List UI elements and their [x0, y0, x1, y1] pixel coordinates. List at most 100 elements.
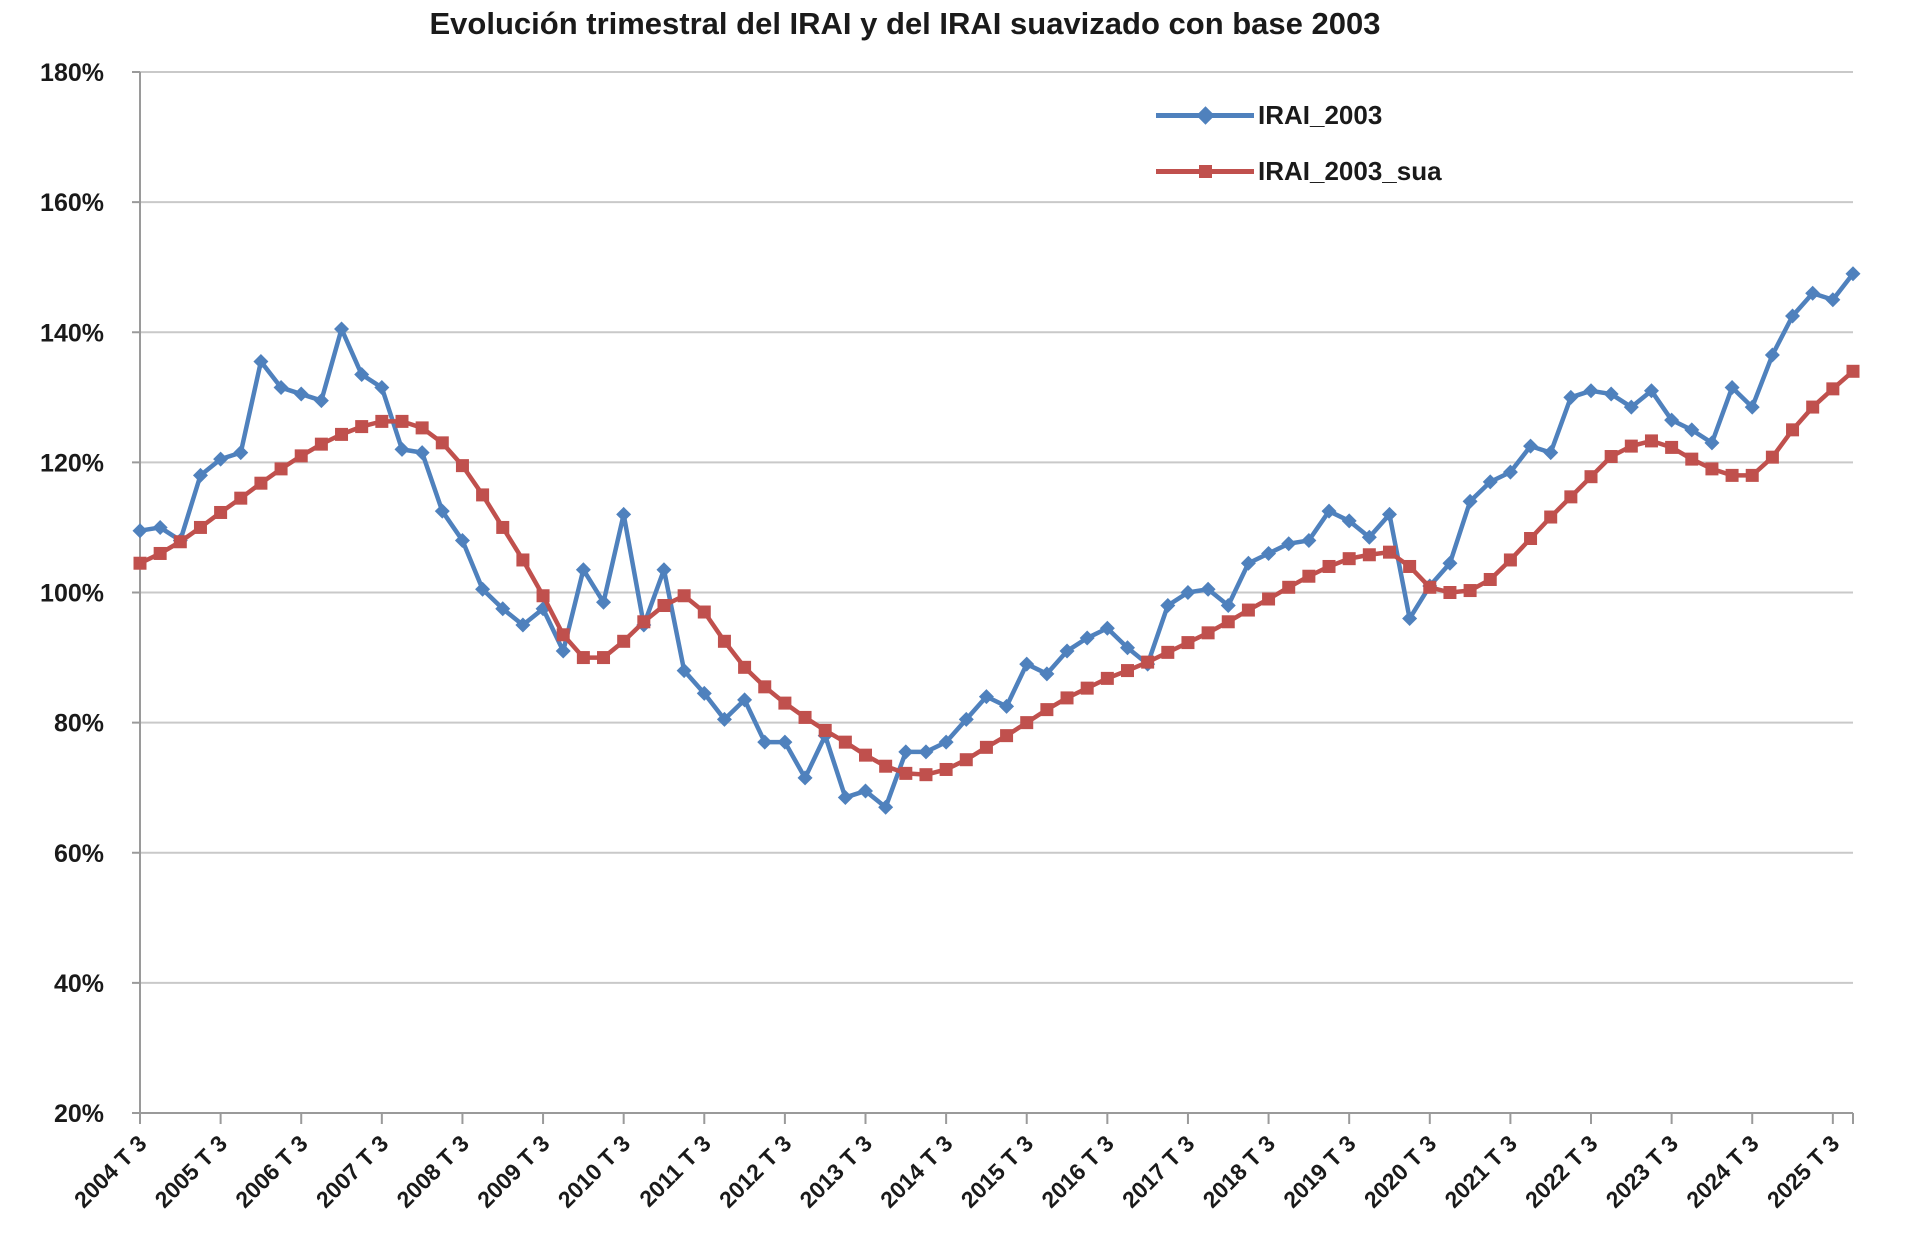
data-point-marker	[616, 506, 632, 522]
x-axis-label: 2015 T 3	[956, 1130, 1039, 1213]
data-point-marker	[313, 393, 329, 409]
data-point-marker	[1603, 386, 1619, 402]
data-point-marker	[434, 503, 450, 519]
data-point-marker	[1402, 611, 1418, 627]
data-point-marker	[132, 523, 148, 539]
y-axis-label: 60%	[54, 840, 104, 868]
data-point-marker	[778, 696, 792, 710]
data-point-marker	[1543, 445, 1559, 461]
data-point-marker	[1301, 532, 1317, 548]
data-point-marker	[1544, 510, 1558, 524]
data-point-marker	[555, 643, 571, 659]
data-point-marker	[1462, 493, 1478, 509]
data-point-marker	[859, 748, 873, 762]
legend-label-irai-2003: IRAI_2003	[1258, 99, 1383, 130]
data-point-marker	[657, 599, 671, 613]
y-axis-label: 180%	[40, 59, 104, 87]
data-point-marker	[797, 770, 813, 786]
data-point-marker	[737, 692, 753, 708]
data-point-marker	[656, 562, 672, 578]
data-point-marker	[1564, 490, 1578, 504]
data-point-marker	[414, 445, 430, 461]
x-axis-label: 2021 T 3	[1439, 1130, 1522, 1213]
data-point-marker	[496, 520, 510, 534]
data-point-marker	[1502, 464, 1518, 480]
data-point-marker	[798, 710, 812, 724]
data-point-marker	[1059, 643, 1075, 659]
data-point-marker	[757, 734, 773, 750]
data-point-marker	[516, 553, 530, 567]
x-axis-label: 2016 T 3	[1036, 1130, 1119, 1213]
data-point-marker	[1180, 585, 1196, 600]
data-point-marker	[617, 634, 631, 648]
x-axis-label: 2014 T 3	[875, 1130, 958, 1213]
data-point-marker	[1262, 592, 1276, 606]
data-point-marker	[1624, 439, 1638, 453]
y-gridlines: 20% 40% 60% 80% 100% 120% 140% 160% 180%	[40, 59, 1853, 1128]
data-point-marker	[717, 634, 731, 648]
data-point-marker	[1119, 640, 1135, 656]
data-point-marker	[1745, 468, 1759, 482]
x-axis-label: 2012 T 3	[714, 1130, 797, 1213]
data-point-marker	[1220, 598, 1236, 614]
data-point-marker	[576, 651, 590, 665]
data-point-marker	[1241, 603, 1255, 617]
data-point-marker	[1724, 380, 1740, 396]
legend-sample	[1156, 154, 1254, 188]
data-point-marker	[1643, 383, 1659, 399]
x-axis-label: 2010 T 3	[553, 1130, 636, 1213]
data-point-marker	[1221, 615, 1235, 629]
data-point-marker	[435, 436, 449, 450]
data-point-marker	[475, 581, 491, 597]
data-point-marker	[374, 380, 390, 396]
y-axis-label: 80%	[54, 710, 104, 738]
data-point-marker	[1744, 399, 1760, 415]
data-point-marker	[1302, 569, 1316, 583]
data-point-marker	[716, 711, 732, 727]
data-point-marker	[1403, 559, 1417, 573]
series-IRAI_2003	[132, 266, 1861, 815]
data-point-marker	[1322, 559, 1336, 573]
data-point-marker	[837, 789, 853, 805]
data-point-marker	[1845, 266, 1861, 282]
data-point-marker	[314, 437, 328, 451]
data-point-marker	[335, 427, 349, 441]
data-point-marker	[1443, 586, 1457, 599]
data-point-marker	[1099, 620, 1115, 636]
x-axis-label: 2019 T 3	[1278, 1130, 1361, 1213]
data-point-marker	[1240, 555, 1256, 571]
data-point-marker	[1483, 572, 1497, 586]
data-point-marker	[1826, 382, 1840, 396]
data-point-marker	[677, 589, 691, 603]
data-point-marker	[152, 519, 168, 535]
data-point-marker	[1725, 468, 1739, 482]
legend-diamond-marker-icon	[1196, 106, 1215, 125]
data-point-marker	[1141, 655, 1155, 669]
data-point-marker	[133, 556, 147, 570]
data-point-marker	[637, 615, 651, 629]
data-point-marker	[1201, 626, 1215, 640]
data-point-marker	[294, 449, 308, 463]
y-axis-label: 120%	[40, 449, 104, 477]
data-point-marker	[899, 766, 913, 780]
data-point-marker	[1684, 422, 1700, 438]
data-point-marker	[192, 467, 208, 483]
data-point-marker	[1160, 598, 1176, 614]
data-point-marker	[777, 734, 793, 750]
data-point-marker	[173, 535, 187, 549]
data-point-marker	[959, 753, 973, 767]
data-point-marker	[1381, 506, 1397, 522]
data-point-marker	[354, 367, 370, 383]
data-point-marker	[1040, 703, 1054, 717]
data-point-marker	[1423, 580, 1437, 594]
data-point-marker	[1442, 555, 1458, 571]
data-point-marker	[1806, 400, 1820, 414]
data-point-marker	[234, 491, 248, 505]
data-point-marker	[1583, 383, 1599, 399]
x-axis-label: 2013 T 3	[794, 1130, 877, 1213]
y-axis-label: 40%	[54, 970, 104, 998]
data-point-marker	[1623, 399, 1639, 415]
data-point-marker	[1181, 636, 1195, 650]
x-axis-label: 2008 T 3	[391, 1130, 474, 1213]
